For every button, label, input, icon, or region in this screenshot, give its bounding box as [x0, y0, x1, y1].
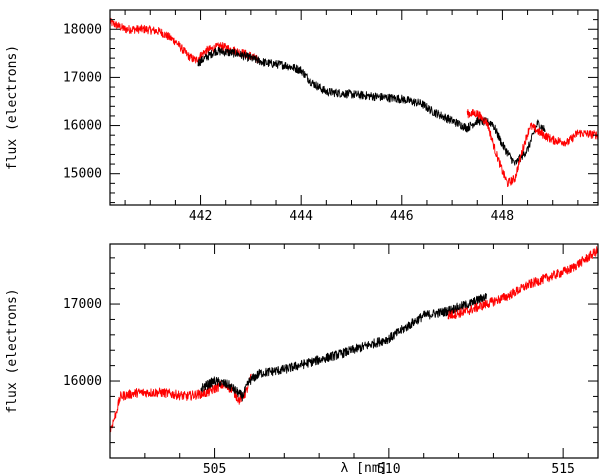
- y-tick-label: 16000: [63, 374, 102, 389]
- series-line-2: [466, 108, 598, 188]
- y-tick-label: 17000: [63, 70, 102, 85]
- series-line-1: [200, 293, 487, 402]
- bottom-panel: 505 510 515 16000 17000 flux (electrons) λ [nm…: [5, 243, 599, 474]
- plot-frame: [109, 9, 599, 206]
- x-tick-label: 515: [551, 462, 574, 474]
- y-tick-label: 15000: [63, 167, 102, 182]
- series-line-2: [447, 246, 598, 320]
- y-tick-label: 18000: [63, 22, 102, 37]
- series-line-0: [110, 373, 252, 433]
- x-tick-label: 446: [390, 209, 413, 224]
- y-axis-label: flux (electrons): [5, 45, 20, 170]
- series-group: [110, 246, 598, 433]
- plot-frame: [109, 243, 599, 459]
- x-tick-label: 444: [289, 209, 313, 224]
- x-tick-label: 442: [189, 209, 212, 224]
- y-axis-label: flux (electrons): [5, 288, 20, 413]
- x-tick-label: 448: [491, 209, 514, 224]
- x-tick-label: 510: [377, 462, 400, 474]
- series-group: [110, 17, 598, 188]
- x-axis-label: λ [nm]: [341, 461, 388, 474]
- y-tick-label: 17000: [63, 297, 102, 312]
- top-panel: 442 444 446 448 15000 16000 17000 18000 flux (el…: [5, 9, 599, 224]
- x-tick-label: 505: [203, 462, 226, 474]
- y-tick-label: 16000: [63, 119, 102, 134]
